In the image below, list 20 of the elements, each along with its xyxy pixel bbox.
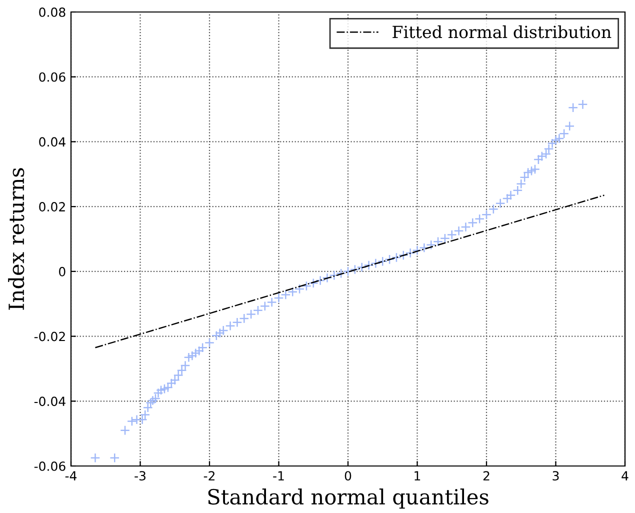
x-tick-label: 2 xyxy=(483,471,490,480)
legend-label: Fitted normal distribution xyxy=(392,25,612,38)
x-axis-title: Standard normal quantiles xyxy=(208,488,488,509)
x-tick-label: 1 xyxy=(414,471,420,480)
y-tick-label: 0.06 xyxy=(39,72,66,82)
y-tick-label: 0 xyxy=(59,266,66,276)
x-tick-label: 3 xyxy=(552,471,559,481)
y-tick-label: 0.02 xyxy=(39,202,65,212)
x-tick-label: -4 xyxy=(65,471,77,480)
y-tick-label: -0.02 xyxy=(34,332,65,342)
x-tick-label: 0 xyxy=(344,471,352,481)
x-tick-label: -2 xyxy=(204,471,214,480)
y-tick-label: -0.04 xyxy=(34,396,66,406)
x-tick-label: -1 xyxy=(273,471,284,480)
y-tick-label: -0.06 xyxy=(34,461,66,471)
y-tick-label: 0.08 xyxy=(39,7,66,17)
y-axis-title: Index returns xyxy=(8,168,24,310)
x-tick-label: 4 xyxy=(622,471,628,480)
x-tick-label: -3 xyxy=(134,471,146,481)
y-tick-label: 0.04 xyxy=(39,137,66,147)
